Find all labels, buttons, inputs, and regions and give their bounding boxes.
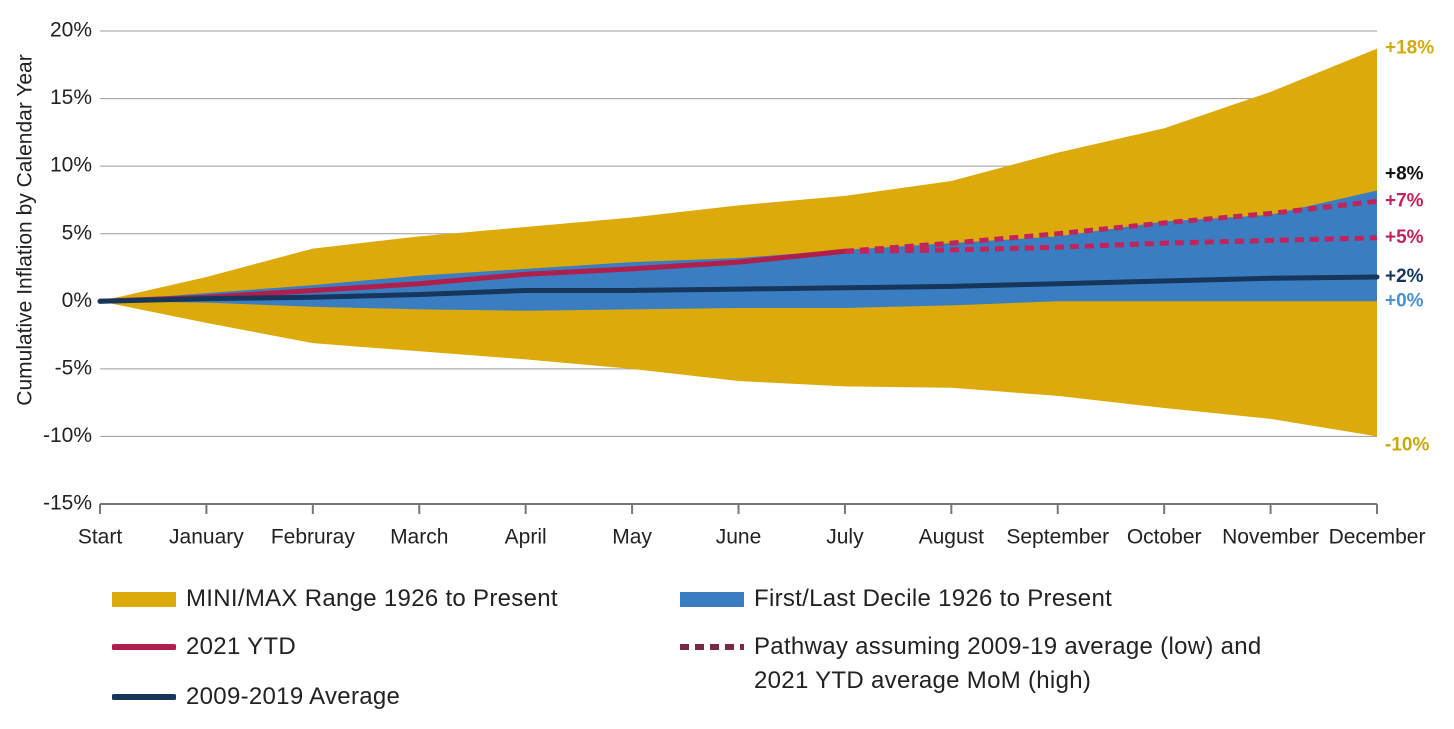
line — [97, 274, 1380, 304]
x-tick-label: May — [612, 526, 652, 549]
legend-swatch — [680, 644, 744, 650]
legend-item: 2021 YTD — [112, 630, 296, 664]
x-tick-label: September — [1006, 526, 1109, 549]
x-tick-label: June — [716, 526, 762, 549]
x-tick-label: November — [1222, 526, 1319, 549]
legend-swatch — [112, 644, 176, 650]
end-label: +8% — [1385, 163, 1424, 184]
y-tick-label: 15% — [50, 86, 92, 109]
legend-item: MINI/MAX Range 1926 to Present — [112, 582, 558, 616]
legend-item: 2009-2019 Average — [112, 680, 400, 714]
legend-label: 2009-2019 Average — [186, 683, 401, 710]
range-band — [100, 48, 1377, 437]
y-tick-label: -5% — [55, 356, 92, 379]
swatch — [680, 592, 744, 607]
y-axis-label: Cumulative Inflation by Calendar Year — [14, 54, 37, 405]
x-tick-label: Start — [78, 526, 123, 549]
swatch — [112, 592, 176, 607]
legend-label: 2021 YTD — [186, 633, 297, 660]
end-label: +5% — [1385, 227, 1424, 248]
y-tick-label: 5% — [62, 221, 92, 244]
x-tick-label: October — [1127, 526, 1202, 549]
y-tick-label: -15% — [43, 492, 92, 515]
legend-label: First/Last Decile 1926 to Present — [754, 585, 1113, 612]
x-tick-label: March — [390, 526, 448, 549]
range-band — [100, 190, 1377, 311]
x-tick-label: Februray — [271, 526, 356, 549]
y-tick-label: 0% — [62, 289, 92, 312]
x-tick-label: July — [826, 526, 864, 549]
x-tick-label: August — [919, 526, 985, 549]
x-tick-label: January — [169, 526, 244, 549]
legend-swatch — [680, 592, 744, 607]
legend-item: First/Last Decile 1926 to Present — [680, 582, 1112, 616]
legend-label: MINI/MAX Range 1926 to Present — [186, 585, 558, 612]
end-label: -10% — [1385, 434, 1429, 455]
x-tick-label: December — [1329, 526, 1426, 549]
end-label: +0% — [1385, 290, 1424, 311]
legend-swatch — [112, 694, 176, 700]
legend-swatch — [112, 592, 176, 607]
end-label: +18% — [1385, 38, 1434, 59]
end-label: +2% — [1385, 266, 1424, 287]
y-tick-label: 20% — [50, 19, 92, 42]
legend-item: Pathway assuming 2009-19 average (low) a… — [680, 630, 1320, 698]
legend-label: Pathway assuming 2009-19 average (low) a… — [754, 633, 1262, 694]
x-tick-label: April — [505, 526, 547, 549]
legend: MINI/MAX Range 1926 to Present First/Last… — [0, 570, 1454, 720]
y-tick-label: 10% — [50, 154, 92, 177]
end-label: +7% — [1385, 190, 1424, 211]
dashed-line — [844, 235, 1378, 254]
y-tick-label: -10% — [43, 424, 92, 447]
